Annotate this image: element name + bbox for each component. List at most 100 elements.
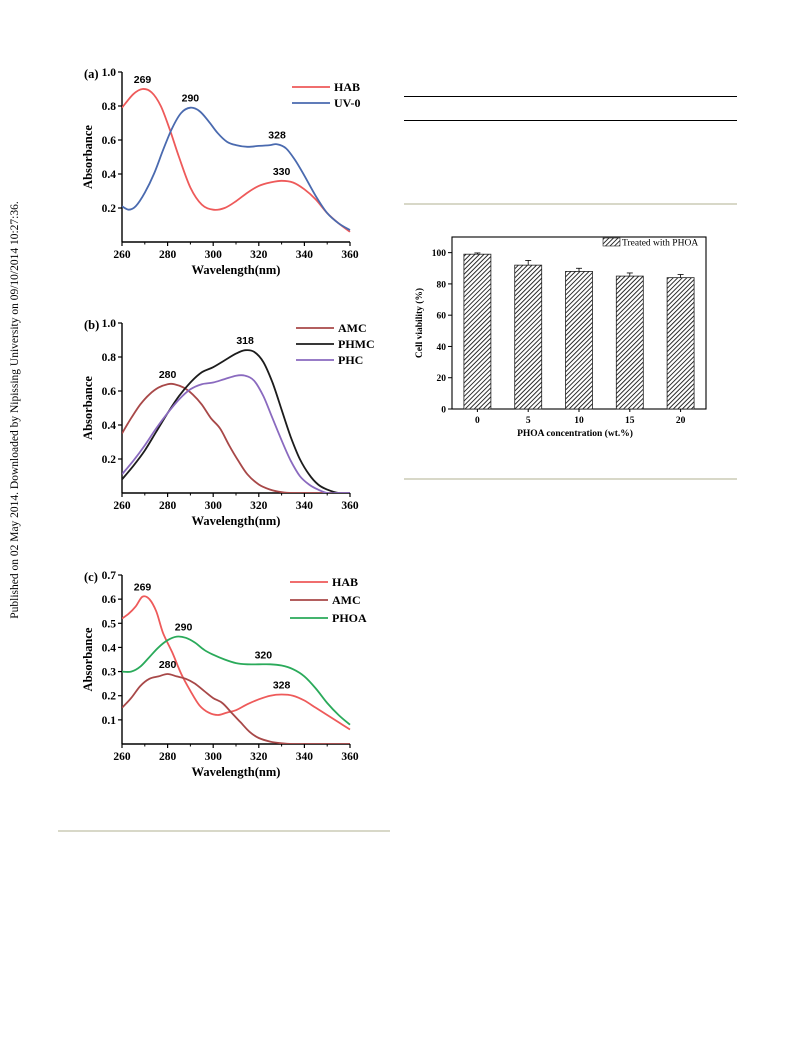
x-axis-title: Wavelength(nm) [192, 514, 281, 528]
peak-annotation: 290 [175, 622, 193, 634]
y-tick-label: 0.2 [102, 203, 117, 215]
bar [615, 275, 644, 410]
y-tick-label: 0.2 [102, 454, 117, 466]
x-tick-label: 280 [159, 751, 177, 763]
x-tick-label: 340 [296, 751, 314, 763]
legend-label: Treated with PHOA [622, 239, 698, 249]
peak-annotation: 318 [236, 335, 254, 347]
bar [514, 264, 543, 410]
y-axis-title: Cell viability (%) [414, 288, 425, 358]
y-tick-label: 0.8 [102, 101, 117, 113]
x-tick-label: 360 [341, 500, 359, 512]
peak-annotation: 280 [159, 369, 177, 381]
series-line-hab [122, 595, 351, 731]
x-tick-label: 20 [676, 416, 686, 426]
series-line-amc [122, 673, 350, 744]
x-tick-label: 300 [205, 500, 223, 512]
x-tick-label: 340 [296, 500, 314, 512]
series-line-hab [122, 88, 351, 233]
series-line-phoa [122, 635, 351, 726]
peak-annotation: 328 [273, 680, 291, 692]
legend-label: PHMC [338, 337, 375, 351]
x-tick-label: 320 [250, 500, 268, 512]
x-axis-title: PHOA concentration (wt.%) [517, 428, 633, 439]
x-tick-label: 10 [574, 416, 584, 426]
line-chart-panel-3: 260 280 300 320 340 360 0.1 0.2 0.3 0.4 0.5 0.6 0.7 W… [81, 570, 367, 779]
x-tick-label: 320 [250, 249, 268, 261]
y-tick-label: 0.7 [102, 570, 117, 582]
x-tick-label: 360 [341, 751, 359, 763]
y-tick-label: 0.8 [102, 352, 117, 364]
peak-annotation: 269 [134, 582, 152, 594]
x-tick-label: 260 [113, 500, 131, 512]
legend-label: PHC [338, 353, 363, 367]
x-axis-title: Wavelength(nm) [192, 263, 281, 277]
legend-label: HAB [334, 80, 360, 94]
panel-label: (c) [84, 570, 98, 584]
x-tick-label: 280 [159, 500, 177, 512]
x-tick-label: 260 [113, 751, 131, 763]
x-axis-title: Wavelength(nm) [192, 765, 281, 779]
y-tick-label: 0 [441, 406, 446, 416]
y-tick-label: 80 [437, 280, 447, 290]
panel-label: (b) [84, 318, 99, 332]
peak-annotation: 280 [159, 659, 177, 671]
y-tick-label: 1.0 [102, 318, 117, 330]
x-tick-label: 5 [526, 416, 531, 426]
bar [565, 270, 593, 410]
x-tick-label: 300 [205, 249, 223, 261]
x-tick-label: 280 [159, 249, 177, 261]
legend-label: HAB [332, 575, 358, 589]
y-axis-title: Absorbance [81, 376, 95, 440]
table-mid-rule [404, 120, 737, 121]
series-line-amc [122, 382, 350, 493]
line-chart-panel-2: 260 280 300 320 340 360 0.2 0.4 0.6 0.8 1.0 Wavelen… [81, 318, 375, 528]
series-line-phc [122, 374, 350, 493]
line-chart-panel-1: 260 280 300 320 340 360 0.2 0.4 0.6 0.8 1.0 Wavelen… [81, 67, 360, 277]
series-line-uv-0 [122, 106, 351, 231]
y-tick-label: 0.6 [102, 386, 117, 398]
y-tick-label: 0.1 [102, 715, 117, 727]
x-tick-label: 340 [296, 249, 314, 261]
series-line-phmc [122, 349, 350, 493]
y-tick-label: 0.5 [102, 618, 117, 630]
y-tick-label: 40 [437, 343, 447, 353]
x-tick-label: 300 [205, 751, 223, 763]
y-tick-label: 0.3 [102, 667, 117, 679]
legend-label: AMC [332, 593, 361, 607]
caption-rule-right-1 [404, 203, 737, 205]
y-axis-title: Absorbance [81, 125, 95, 189]
x-tick-label: 320 [250, 751, 268, 763]
y-tick-label: 0.4 [102, 420, 117, 432]
y-tick-label: 0.4 [102, 642, 117, 654]
legend-label: UV-0 [334, 96, 360, 110]
panel-label: (a) [84, 67, 99, 81]
y-tick-label: 0.6 [102, 594, 117, 606]
y-axis-title: Absorbance [81, 627, 95, 691]
x-tick-label: 0 [475, 416, 480, 426]
peak-annotation: 328 [268, 129, 286, 141]
y-tick-label: 100 [432, 249, 447, 259]
y-tick-label: 60 [437, 312, 447, 322]
peak-annotation: 290 [182, 93, 200, 105]
x-tick-label: 360 [341, 249, 359, 261]
x-tick-label: 15 [625, 416, 635, 426]
bar [463, 253, 492, 410]
y-tick-label: 1.0 [102, 67, 117, 79]
y-tick-label: 0.6 [102, 135, 117, 147]
caption-rule-right-2 [404, 478, 737, 480]
y-tick-label: 0.2 [102, 691, 117, 703]
y-tick-label: 20 [437, 374, 447, 384]
y-tick-label: 0.4 [102, 169, 117, 181]
bar [666, 277, 695, 410]
peak-annotation: 269 [134, 74, 152, 86]
x-tick-label: 260 [113, 249, 131, 261]
bar-chart-panel: 0 20 40 60 80 100 0 5 10 15 20 PHOA concentration (… [414, 236, 707, 439]
peak-annotation: 330 [273, 166, 291, 178]
legend-label: AMC [338, 321, 367, 335]
legend-label: PHOA [332, 611, 367, 625]
legend-swatch [602, 237, 621, 247]
caption-rule-left [58, 830, 390, 832]
peak-annotation: 320 [255, 649, 273, 661]
